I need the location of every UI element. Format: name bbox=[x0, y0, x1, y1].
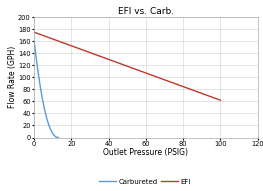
Line: Carbureted: Carbureted bbox=[34, 41, 58, 138]
X-axis label: Outlet Pressure (PSIG): Outlet Pressure (PSIG) bbox=[103, 148, 189, 157]
Y-axis label: Flow Rate (GPH): Flow Rate (GPH) bbox=[8, 46, 17, 108]
Carbureted bbox=[57, 136, 60, 139]
Carbureted bbox=[55, 136, 58, 138]
Carbureted bbox=[34, 49, 37, 51]
Carbureted bbox=[33, 40, 36, 42]
Carbureted bbox=[55, 136, 59, 138]
Carbureted bbox=[34, 52, 37, 55]
Carbureted bbox=[37, 75, 40, 77]
Title: EFI vs. Carb.: EFI vs. Carb. bbox=[118, 7, 174, 16]
Carbureted bbox=[39, 88, 42, 90]
Legend: Carbureted, EFI: Carbureted, EFI bbox=[96, 176, 193, 188]
